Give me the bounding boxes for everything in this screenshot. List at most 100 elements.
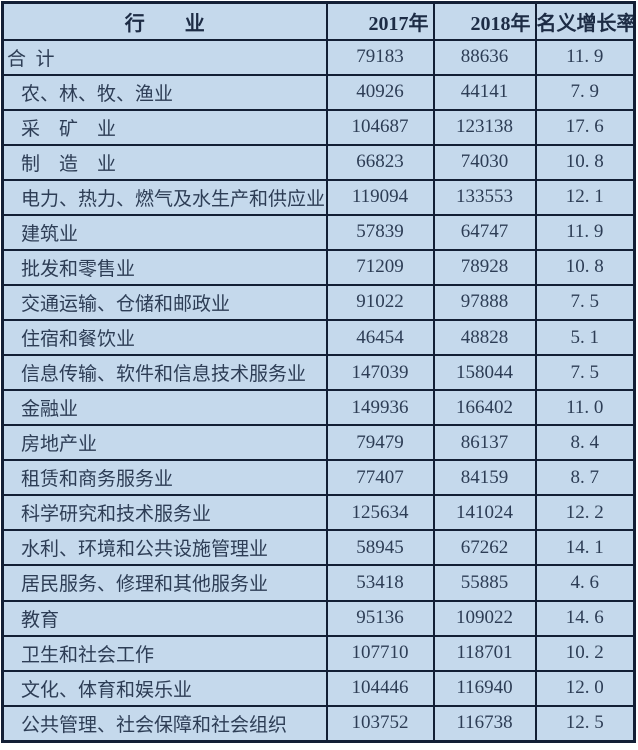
growth-rate-cell: 11. 9 — [534, 213, 636, 251]
value-2017-cell: 95136 — [325, 599, 435, 637]
industry-cell: 教育 — [1, 599, 328, 637]
table-row: 房地产业 79479 86137 8. 4 — [1, 424, 636, 462]
industry-cell: 房地产业 — [1, 424, 328, 462]
growth-rate-cell: 5. 1 — [534, 318, 636, 357]
table-header: 行 业 2017年 2018年 名义增长率 — [1, 1, 636, 41]
table-row: 建筑业 57839 64747 11. 9 — [1, 213, 636, 251]
value-2017-cell: 104687 — [325, 108, 435, 146]
industry-cell: 金融业 — [1, 389, 328, 427]
value-2018-cell: 44141 — [432, 73, 537, 111]
value-2018-cell: 78928 — [432, 248, 537, 286]
value-2017-cell: 125634 — [325, 494, 435, 532]
growth-rate-cell: 11. 0 — [534, 389, 636, 427]
industry-cell: 卫生和社会工作 — [1, 634, 328, 672]
table-header-row: 行 业 2017年 2018年 名义增长率 — [1, 1, 636, 41]
table-row: 金融业 149936 166402 11. 0 — [1, 389, 636, 427]
table-row: 交通运输、仓储和邮政业 91022 97888 7. 5 — [1, 283, 636, 322]
industry-cell: 文化、体育和娱乐业 — [1, 669, 328, 707]
industry-cell: 住宿和餐饮业 — [1, 318, 328, 357]
industry-cell: 信息传输、软件和信息技术服务业 — [1, 354, 328, 392]
value-2017-cell: 149936 — [325, 389, 435, 427]
industry-cell: 批发和零售业 — [1, 248, 328, 286]
value-2017-cell: 107710 — [325, 634, 435, 672]
table-row: 文化、体育和娱乐业 104446 116940 12. 0 — [1, 669, 636, 707]
table-row: 租赁和商务服务业 77407 84159 8. 7 — [1, 459, 636, 497]
industry-cell: 租赁和商务服务业 — [1, 459, 328, 497]
value-2017-cell: 79183 — [325, 38, 435, 76]
growth-rate-cell: 10. 8 — [534, 248, 636, 286]
value-2018-cell: 88636 — [432, 38, 537, 76]
value-2018-cell: 55885 — [432, 564, 537, 602]
growth-rate-cell: 7. 9 — [534, 73, 636, 111]
growth-rate-cell: 8. 7 — [534, 459, 636, 497]
value-2018-cell: 166402 — [432, 389, 537, 427]
table-row: 信息传输、软件和信息技术服务业 147039 158044 7. 5 — [1, 354, 636, 392]
growth-rate-cell: 12. 2 — [534, 494, 636, 532]
table-row: 批发和零售业 71209 78928 10. 8 — [1, 248, 636, 286]
header-growth-rate: 名义增长率 — [534, 1, 636, 41]
table-row: 住宿和餐饮业 46454 48828 5. 1 — [1, 318, 636, 357]
scan-edge-strip — [0, 745, 638, 750]
table-row: 农、林、牧、渔业 40926 44141 7. 9 — [1, 73, 636, 111]
value-2017-cell: 40926 — [325, 73, 435, 111]
growth-rate-cell: 4. 6 — [534, 564, 636, 602]
table-row: 合 计 79183 88636 11. 9 — [1, 38, 636, 76]
growth-rate-cell: 7. 5 — [534, 354, 636, 392]
table-row: 公共管理、社会保障和社会组织 103752 116738 12. 5 — [1, 704, 636, 743]
value-2018-cell: 158044 — [432, 354, 537, 392]
table-row: 采 矿 业 104687 123138 17. 6 — [1, 108, 636, 146]
value-2017-cell: 46454 — [325, 318, 435, 357]
table-row: 教育 95136 109022 14. 6 — [1, 599, 636, 637]
industry-cell: 电力、热力、燃气及水生产和供应业 — [1, 178, 328, 216]
value-2018-cell: 86137 — [432, 424, 537, 462]
value-2018-cell: 67262 — [432, 529, 537, 567]
growth-rate-cell: 14. 1 — [534, 529, 636, 567]
value-2017-cell: 71209 — [325, 248, 435, 286]
industry-cell: 科学研究和技术服务业 — [1, 494, 328, 532]
value-2018-cell: 133553 — [432, 178, 537, 216]
value-2017-cell: 91022 — [325, 283, 435, 322]
value-2018-cell: 116940 — [432, 669, 537, 707]
table-row: 科学研究和技术服务业 125634 141024 12. 2 — [1, 494, 636, 532]
industry-cell: 制 造 业 — [1, 143, 328, 181]
value-2018-cell: 123138 — [432, 108, 537, 146]
value-2018-cell: 74030 — [432, 143, 537, 181]
growth-rate-cell: 7. 5 — [534, 283, 636, 322]
industry-cell: 居民服务、修理和其他服务业 — [1, 564, 328, 602]
growth-rate-cell: 10. 8 — [534, 143, 636, 181]
industry-cell: 采 矿 业 — [1, 108, 328, 146]
value-2018-cell: 64747 — [432, 213, 537, 251]
table-row: 居民服务、修理和其他服务业 53418 55885 4. 6 — [1, 564, 636, 602]
header-2018: 2018年 — [432, 1, 537, 41]
value-2018-cell: 118701 — [432, 634, 537, 672]
industry-cell: 水利、环境和公共设施管理业 — [1, 529, 328, 567]
industry-cell: 建筑业 — [1, 213, 328, 251]
value-2017-cell: 77407 — [325, 459, 435, 497]
value-2018-cell: 141024 — [432, 494, 537, 532]
value-2018-cell: 116738 — [432, 704, 537, 743]
industry-cell: 公共管理、社会保障和社会组织 — [1, 704, 328, 743]
value-2018-cell: 97888 — [432, 283, 537, 322]
value-2017-cell: 57839 — [325, 213, 435, 251]
industry-cell: 合 计 — [1, 38, 328, 76]
value-2018-cell: 109022 — [432, 599, 537, 637]
table-row: 水利、环境和公共设施管理业 58945 67262 14. 1 — [1, 529, 636, 567]
growth-rate-cell: 14. 6 — [534, 599, 636, 637]
growth-rate-cell: 12. 0 — [534, 669, 636, 707]
value-2018-cell: 48828 — [432, 318, 537, 357]
table-row: 卫生和社会工作 107710 118701 10. 2 — [1, 634, 636, 672]
growth-rate-cell: 10. 2 — [534, 634, 636, 672]
growth-rate-cell: 12. 5 — [534, 704, 636, 743]
value-2017-cell: 103752 — [325, 704, 435, 743]
value-2017-cell: 104446 — [325, 669, 435, 707]
table-body: 合 计 79183 88636 11. 9 农、林、牧、渔业 40926 441… — [1, 38, 636, 743]
value-2017-cell: 119094 — [325, 178, 435, 216]
table-row: 制 造 业 66823 74030 10. 8 — [1, 143, 636, 181]
value-2017-cell: 66823 — [325, 143, 435, 181]
industry-cell: 农、林、牧、渔业 — [1, 73, 328, 111]
value-2017-cell: 79479 — [325, 424, 435, 462]
growth-rate-cell: 17. 6 — [534, 108, 636, 146]
growth-rate-cell: 8. 4 — [534, 424, 636, 462]
value-2017-cell: 58945 — [325, 529, 435, 567]
